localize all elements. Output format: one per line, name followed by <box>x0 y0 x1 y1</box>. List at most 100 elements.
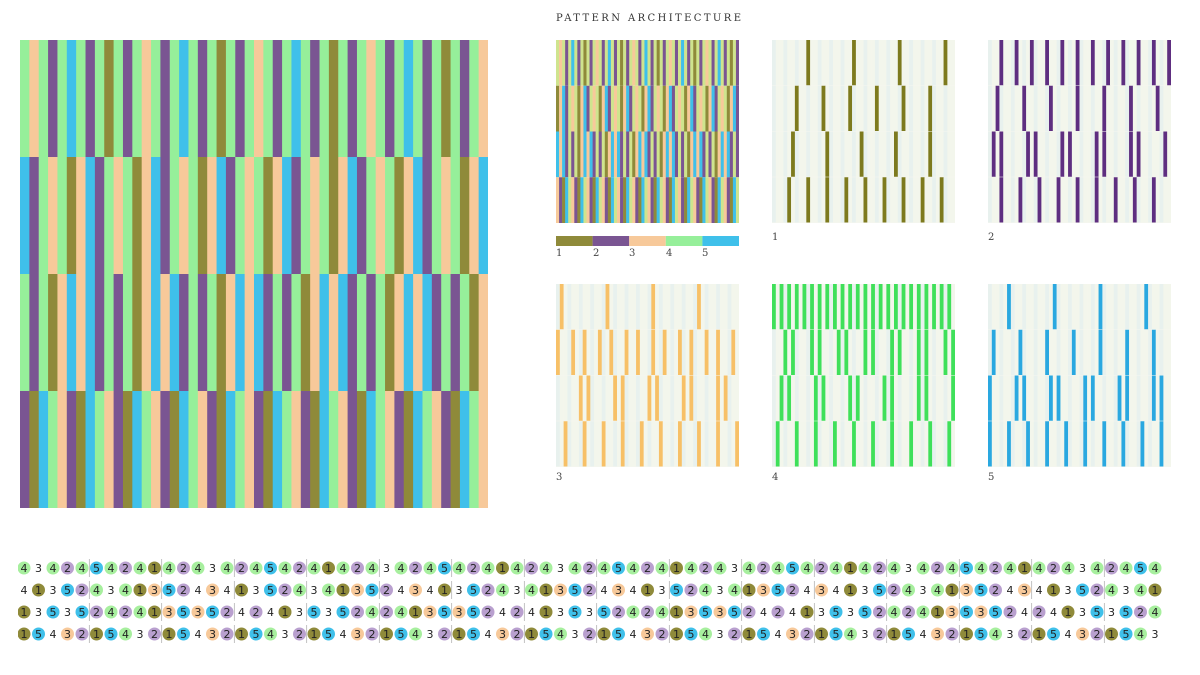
panel-stripe <box>833 375 838 421</box>
sequence-marker <box>394 561 408 575</box>
preview-stripe <box>653 177 657 223</box>
preview-stripe <box>656 85 660 132</box>
sequence-digit: 2 <box>731 628 738 641</box>
sequence-digit: 4 <box>224 584 231 597</box>
panel-stripe <box>1064 284 1069 330</box>
sequence-digit: 1 <box>949 584 956 597</box>
panel-stripe <box>1090 85 1095 131</box>
preview-stripe <box>592 40 596 86</box>
stripe <box>85 391 96 508</box>
sequence-marker <box>945 583 959 597</box>
sequence-marker <box>438 583 451 597</box>
panel-stripe <box>1049 375 1054 421</box>
panel-stripe <box>951 421 955 467</box>
sequence-digit: 1 <box>499 562 506 575</box>
stripe <box>38 391 49 508</box>
panel-stripe <box>1064 375 1069 421</box>
sequence-digit: 5 <box>369 584 376 597</box>
panel-stripe <box>878 375 883 421</box>
panel-stripe <box>662 284 667 330</box>
sequence-marker <box>887 561 901 575</box>
stripe <box>478 274 488 391</box>
panel-stripe <box>1129 131 1134 177</box>
panel-stripe <box>1102 375 1107 421</box>
panel-stripe <box>874 177 879 223</box>
panel-stripe <box>1094 329 1099 375</box>
panel-stripe <box>901 131 906 177</box>
panel-stripe <box>806 421 811 467</box>
panel-stripe <box>1121 375 1126 421</box>
panel-stripe <box>1033 85 1038 131</box>
panel-stripe <box>901 375 906 421</box>
preview-stripe <box>577 40 581 86</box>
sequence-digit: 3 <box>963 584 970 597</box>
preview-stripe <box>644 131 648 178</box>
panel-stripe <box>674 421 679 467</box>
preview-stripe <box>678 40 682 86</box>
panel-stripe <box>1159 421 1164 467</box>
stripe <box>375 391 386 508</box>
preview-stripe <box>681 40 685 86</box>
panel-stripe <box>783 284 788 330</box>
sequence-digit: 4 <box>499 584 506 597</box>
preview-stripe <box>653 85 657 132</box>
panel-stripe <box>810 85 815 131</box>
sequence-digit: 3 <box>1152 628 1159 641</box>
panel-stripe <box>1106 284 1111 330</box>
panel-stripe <box>1151 85 1156 131</box>
sequence-digit: 1 <box>340 584 347 597</box>
panel-stripe <box>1014 375 1019 421</box>
preview-stripe <box>626 85 630 132</box>
panel-stripe <box>894 177 899 223</box>
sequence-digit: 2 <box>383 584 390 597</box>
panel-stripe <box>1018 177 1023 223</box>
panel-stripe <box>863 40 868 86</box>
stripe <box>375 40 386 157</box>
sequence-digit: 3 <box>1021 584 1028 597</box>
panel-stripe <box>935 177 940 223</box>
sequence-marker <box>90 561 103 575</box>
sequence-digit: 5 <box>1137 562 1144 575</box>
stripe <box>48 40 58 157</box>
panel-stripe <box>1125 177 1130 223</box>
panel-stripe <box>787 85 792 131</box>
preview-stripe <box>595 40 599 86</box>
stripe <box>122 40 133 157</box>
panel-stripe <box>639 421 644 467</box>
sequence-digit: 2 <box>383 606 390 619</box>
sequence-digit: 4 <box>731 584 738 597</box>
preview-stripe <box>623 177 627 223</box>
panel-stripe <box>905 85 910 131</box>
panel-stripe <box>871 375 876 421</box>
sequence-marker <box>1032 561 1046 575</box>
sequence-digit: 4 <box>340 628 347 641</box>
preview-stripe <box>565 177 569 223</box>
sequence-digit: 5 <box>166 584 173 597</box>
panel-stripe <box>951 40 955 86</box>
stripe <box>450 157 461 274</box>
panel-stripe <box>825 177 830 223</box>
panel-stripe <box>928 40 933 86</box>
stripe <box>141 157 152 274</box>
sequence-digit: 2 <box>644 606 651 619</box>
panel-stripe <box>1167 85 1171 131</box>
preview-stripe <box>641 131 645 178</box>
sequence-marker <box>902 605 915 619</box>
preview-stripe <box>693 40 697 86</box>
panel-stripe <box>1163 40 1168 86</box>
panel-stripe <box>1132 375 1137 421</box>
panel-stripe <box>775 177 780 223</box>
sequence-digit: 2 <box>1036 606 1043 619</box>
sequence-digit: 5 <box>572 584 579 597</box>
panel-stripe <box>735 375 739 421</box>
sequence-digit: 4 <box>412 628 419 641</box>
preview-stripe <box>556 177 560 223</box>
stripe <box>197 157 208 274</box>
panel-stripe <box>1167 131 1171 177</box>
sequence-marker <box>960 627 973 641</box>
panel-stripe <box>1045 375 1050 421</box>
panel-stripe <box>1014 177 1019 223</box>
stripe <box>385 274 395 391</box>
stripe <box>216 274 227 391</box>
panel-stripe <box>920 375 925 421</box>
